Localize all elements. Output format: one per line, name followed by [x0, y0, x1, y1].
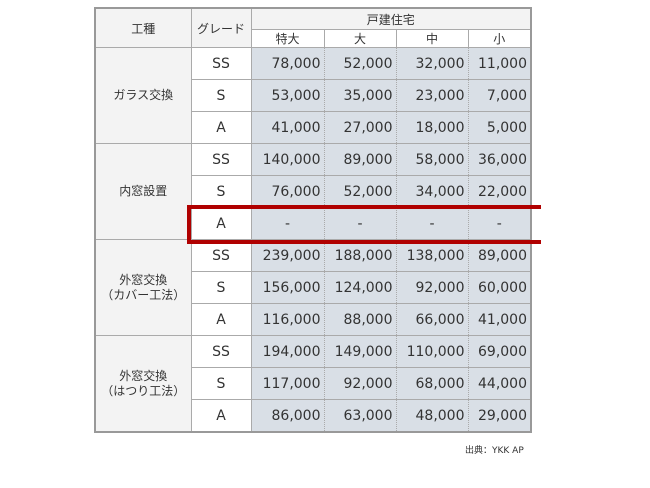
price-cell: 52,000 — [323, 175, 397, 208]
price-cell: 92,000 — [395, 271, 469, 304]
price-cell: 239,000 — [250, 239, 325, 272]
grade-cell: SS — [190, 335, 252, 368]
price-cell: 11,000 — [467, 47, 532, 80]
grade-cell: SS — [190, 239, 252, 272]
table-row: 外窓交換 （カバー工法） SS 239,000 188,000 138,000 89,00… — [94, 239, 532, 336]
grade-cell: S — [190, 271, 252, 304]
table-row: 内窓設置 SS 140,000 89,000 58,000 36,000 — [94, 143, 532, 240]
grade-cell: A — [190, 111, 252, 144]
price-cell: 63,000 — [323, 399, 397, 433]
work-type-cell: 外窓交換 （カバー工法） — [94, 239, 192, 336]
price-cell: 92,000 — [323, 367, 397, 400]
source-note: 出典：YKK AP — [465, 446, 524, 456]
price-cell: 138,000 — [395, 239, 469, 272]
price-cell: 66,000 — [395, 303, 469, 336]
price-cell: 78,000 — [250, 47, 325, 80]
price-cell: 34,000 — [395, 175, 469, 208]
price-cell: 69,000 — [467, 335, 532, 368]
table-row: 外窓交換 （はつり工法） SS 194,000 149,000 110,000 69,00… — [94, 335, 532, 433]
price-cell: 140,000 — [250, 143, 325, 176]
price-cell: 124,000 — [323, 271, 397, 304]
price-cell: 188,000 — [323, 239, 397, 272]
grade-cell: S — [190, 79, 252, 112]
work-type-cell: ガラス交換 — [94, 47, 192, 144]
price-cell: 41,000 — [250, 111, 325, 144]
price-cell: 76,000 — [250, 175, 325, 208]
price-cell: - — [250, 207, 325, 240]
header-size: 特大 — [250, 29, 325, 48]
header-size: 小 — [467, 29, 532, 48]
price-cell: 116,000 — [250, 303, 325, 336]
price-cell: 110,000 — [395, 335, 469, 368]
table-row: S 156,000 124,000 92,000 60,000 — [95, 271, 532, 304]
price-cell: 18,000 — [395, 111, 469, 144]
price-cell: 194,000 — [250, 335, 325, 368]
table-row: ガラス交換 SS 78,000 52,000 32,000 11,000 — [94, 47, 532, 144]
grade-cell: A — [190, 399, 252, 433]
price-cell: 68,000 — [395, 367, 469, 400]
header-grade: グレード — [190, 7, 252, 48]
header-kind: 工種 — [94, 7, 192, 48]
price-cell: 86,000 — [250, 399, 325, 433]
table-row: A 86,000 63,000 48,000 29,000 — [95, 399, 532, 433]
table-row: A---- — [95, 207, 532, 240]
grade-cell: A — [190, 303, 252, 336]
price-cell: 60,000 — [467, 271, 532, 304]
price-cell: 7,000 — [467, 79, 532, 112]
price-cell: 27,000 — [323, 111, 397, 144]
highlight-box — [187, 205, 541, 244]
price-cell: 149,000 — [323, 335, 397, 368]
work-type-cell: 内窓設置 — [94, 143, 192, 240]
price-cell: 36,000 — [467, 143, 532, 176]
work-type-cell: 外窓交換 （はつり工法） — [94, 335, 192, 433]
price-cell: 35,000 — [323, 79, 397, 112]
table-row: A 41,000 27,000 18,000 5,000 — [95, 111, 532, 144]
price-cell: 88,000 — [323, 303, 397, 336]
grade-cell: S — [190, 367, 252, 400]
price-cell: - — [395, 207, 469, 240]
price-cell: 41,000 — [467, 303, 532, 336]
price-cell: 44,000 — [467, 367, 532, 400]
price-cell: 156,000 — [250, 271, 325, 304]
price-cell: 53,000 — [250, 79, 325, 112]
grade-cell: S — [190, 175, 252, 208]
price-cell: 32,000 — [395, 47, 469, 80]
price-cell: 48,000 — [395, 399, 469, 433]
price-cell: 5,000 — [467, 111, 532, 144]
grade-cell: A — [190, 207, 252, 240]
price-cell: 52,000 — [323, 47, 397, 80]
price-cell: 89,000 — [323, 143, 397, 176]
price-cell: - — [323, 207, 397, 240]
price-cell: 23,000 — [395, 79, 469, 112]
header-size: 中 — [395, 29, 469, 48]
header-size: 大 — [323, 29, 397, 48]
header-group: 戸建住宅 — [250, 7, 532, 30]
price-cell: 58,000 — [395, 143, 469, 176]
grade-cell: SS — [190, 143, 252, 176]
grade-cell: SS — [190, 47, 252, 80]
table-row: S 117,000 92,000 68,000 44,000 — [95, 367, 532, 400]
price-cell: 29,000 — [467, 399, 532, 433]
price-cell: 117,000 — [250, 367, 325, 400]
table-row: S 76,000 52,000 34,000 22,000 — [95, 175, 532, 208]
price-table: 工種 グレード 戸建住宅 特大 大 中 小 ガラス交換 SS 78,000 52,00… — [94, 7, 532, 433]
price-cell: - — [467, 207, 532, 240]
table-row: S 53,000 35,000 23,000 7,000 — [95, 79, 532, 112]
price-cell: 22,000 — [467, 175, 532, 208]
price-cell: 89,000 — [467, 239, 532, 272]
